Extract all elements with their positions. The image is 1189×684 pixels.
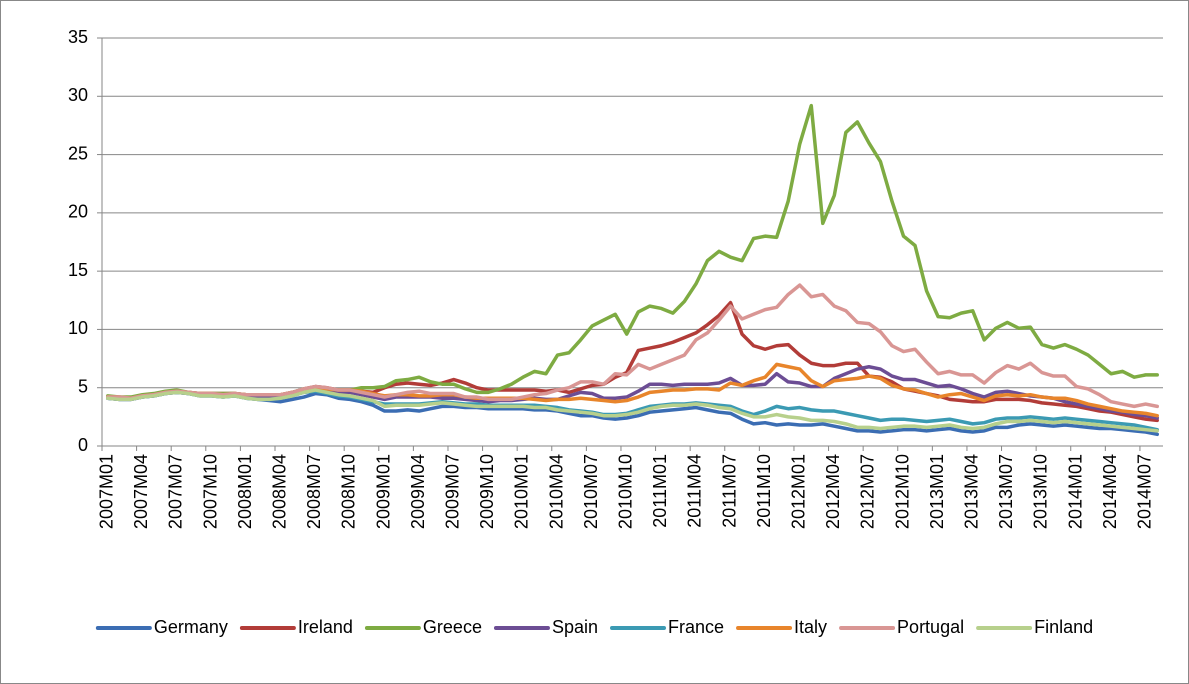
x-tick-label: 2014M01 [1065, 454, 1085, 529]
x-tick-label: 2007M10 [200, 454, 220, 529]
lines [106, 103, 1159, 437]
x-tick-label: 2007M07 [166, 454, 186, 529]
x-tick-label: 2008M07 [304, 454, 324, 529]
x-tick-label: 2010M10 [615, 454, 635, 529]
y-tick-label: 0 [78, 435, 88, 455]
x-tick-label: 2013M04 [961, 454, 981, 529]
x-tick-label: 2013M10 [1031, 454, 1051, 529]
grid [102, 37, 1163, 447]
legend: Germany Ireland Greece Spain France Italy Port… [95, 617, 1093, 637]
x-tick-label: 2007M04 [131, 454, 151, 529]
x-tick-label: 2009M04 [408, 454, 428, 529]
y-tick-label: 25 [68, 143, 88, 163]
x-tick-label: 2014M07 [1134, 454, 1154, 529]
y-tick-label: 5 [78, 376, 88, 396]
legend-label: Germany [154, 617, 228, 637]
x-tick-label: 2010M07 [581, 454, 601, 529]
legend-label: Finland [1034, 617, 1093, 637]
x-tick-label: 2013M07 [996, 454, 1016, 529]
legend-label: Portugal [897, 617, 964, 637]
x-tick-label: 2010M01 [512, 454, 532, 529]
legend-label: Italy [794, 617, 827, 637]
y-tick-label: 15 [68, 260, 88, 280]
x-tick-label: 2007M01 [97, 454, 117, 529]
x-tick-label: 2012M04 [823, 454, 843, 529]
x-tick-label: 2008M10 [339, 454, 359, 529]
x-tick-label: 2013M01 [927, 454, 947, 529]
y-tick-label: 35 [68, 27, 88, 47]
legend-label: Spain [552, 617, 598, 637]
x-tick-label: 2012M01 [788, 454, 808, 529]
x-tick-label: 2008M01 [235, 454, 255, 529]
x-tick-label: 2009M07 [442, 454, 462, 529]
x-tick-label: 2011M01 [650, 454, 670, 528]
x-tick-label: 2011M07 [719, 454, 739, 528]
y-tick-label: 20 [68, 202, 88, 222]
x-tick-label: 2010M04 [546, 454, 566, 529]
x-tick-label: 2009M01 [373, 454, 393, 529]
x-tick-label: 2011M04 [685, 454, 705, 528]
series-line [106, 390, 1159, 437]
y-tick-label: 30 [68, 85, 88, 105]
series-line [106, 283, 1159, 409]
x-tick-label: 2012M10 [892, 454, 912, 529]
legend-label: Ireland [298, 617, 353, 637]
series-line [106, 388, 1159, 433]
axes: 0 5 10 15 20 25 30 35 2007M01 2007M04 2007M07 2007M… [68, 27, 1163, 529]
x-tick-label: 2008M04 [270, 454, 290, 529]
x-tick-label: 2012M07 [858, 454, 878, 529]
legend-label: Greece [423, 617, 482, 637]
legend-label: France [668, 617, 724, 637]
x-tick-label: 2009M10 [477, 454, 497, 529]
x-tick-label: 2014M04 [1100, 454, 1120, 529]
x-tick-label: 2011M10 [754, 454, 774, 528]
y-tick-label: 10 [68, 318, 88, 338]
